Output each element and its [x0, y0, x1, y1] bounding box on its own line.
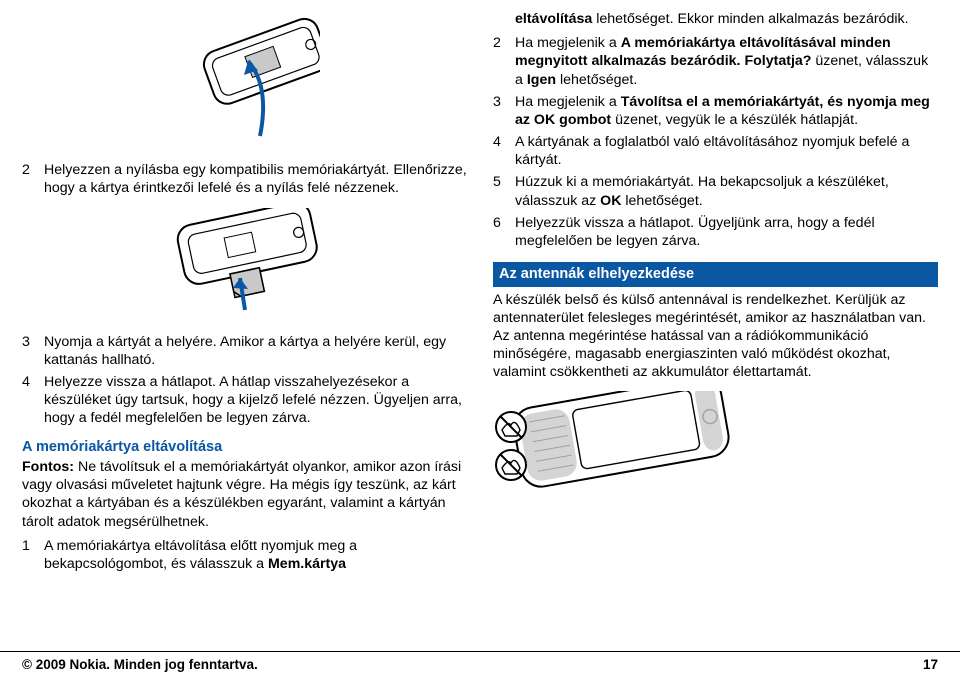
- section-heading-remove-card: A memóriakártya eltávolítása: [22, 438, 467, 457]
- step-text: Húzzuk ki a memóriakártyát. Ha bekapcsol…: [515, 173, 938, 213]
- step-text: Helyezze vissza a hátlapot. A hátlap vis…: [44, 373, 467, 432]
- step-number: 5: [493, 173, 515, 213]
- step-item: 2Ha megjelenik a A memóriakártya eltávol…: [493, 34, 938, 93]
- step-text: Helyezzük vissza a hátlapot. Ügyeljünk a…: [515, 214, 938, 254]
- step-text: A kártyának a foglalatból való eltávolít…: [515, 133, 938, 173]
- step-item: 5Húzzuk ki a memóriakártyát. Ha bekapcso…: [493, 173, 938, 213]
- step-text: Nyomja a kártyát a helyére. Amikor a kár…: [44, 333, 467, 373]
- right-column: eltávolítása lehetőséget. Ekkor minden a…: [493, 10, 938, 577]
- figure-push-card: [22, 208, 467, 323]
- step-text: Ha megjelenik a A memóriakártya eltávolí…: [515, 34, 938, 93]
- step-number: 3: [493, 93, 515, 133]
- step-text: Ha megjelenik a Távolítsa el a memóriaká…: [515, 93, 938, 133]
- step-item: 2 Helyezzen a nyílásba egy kompatibilis …: [22, 161, 467, 201]
- left-column: 2 Helyezzen a nyílásba egy kompatibilis …: [22, 10, 467, 577]
- important-text: Ne távolítsuk el a memóriakártyát olyank…: [22, 459, 461, 530]
- step-item: 3Ha megjelenik a Távolítsa el a memóriak…: [493, 93, 938, 133]
- step-number: 3: [22, 333, 44, 373]
- section-heading-antennas: Az antennák elhelyezkedése: [493, 262, 938, 287]
- step-text: Helyezzen a nyílásba egy kompatibilis me…: [44, 161, 467, 201]
- step-number: 6: [493, 214, 515, 254]
- figure-insert-card: [22, 16, 467, 151]
- continuation-line: eltávolítása lehetőséget. Ekkor minden a…: [493, 10, 938, 28]
- figure-antenna: [493, 391, 938, 511]
- footer-page-number: 17: [923, 656, 938, 673]
- step-number: 1: [22, 537, 44, 577]
- step-item: 3 Nyomja a kártyát a helyére. Amikor a k…: [22, 333, 467, 373]
- step-number: 2: [493, 34, 515, 93]
- step-number: 4: [493, 133, 515, 173]
- step-list-c: 1 A memóriakártya eltávolítása előtt nyo…: [22, 537, 467, 577]
- footer-copyright: © 2009 Nokia. Minden jog fenntartva.: [22, 656, 258, 673]
- important-label: Fontos:: [22, 459, 74, 475]
- step-item: 6Helyezzük vissza a hátlapot. Ügyeljünk …: [493, 214, 938, 254]
- important-paragraph: Fontos: Ne távolítsuk el a memóriakártyá…: [22, 458, 467, 531]
- step-number: 2: [22, 161, 44, 201]
- antenna-paragraph: A készülék belső és külső antennával is …: [493, 291, 938, 382]
- step-item: 1 A memóriakártya eltávolítása előtt nyo…: [22, 537, 467, 577]
- step-list-b: 3 Nyomja a kártyát a helyére. Amikor a k…: [22, 333, 467, 432]
- page-footer: © 2009 Nokia. Minden jog fenntartva. 17: [0, 651, 960, 679]
- step-text: A memóriakártya eltávolítása előtt nyomj…: [44, 537, 467, 577]
- step-list-a: 2 Helyezzen a nyílásba egy kompatibilis …: [22, 161, 467, 201]
- step-item: 4 Helyezze vissza a hátlapot. A hátlap v…: [22, 373, 467, 432]
- step-item: 4A kártyának a foglalatból való eltávolí…: [493, 133, 938, 173]
- step-number: 4: [22, 373, 44, 432]
- step-list-right: 2Ha megjelenik a A memóriakártya eltávol…: [493, 34, 938, 254]
